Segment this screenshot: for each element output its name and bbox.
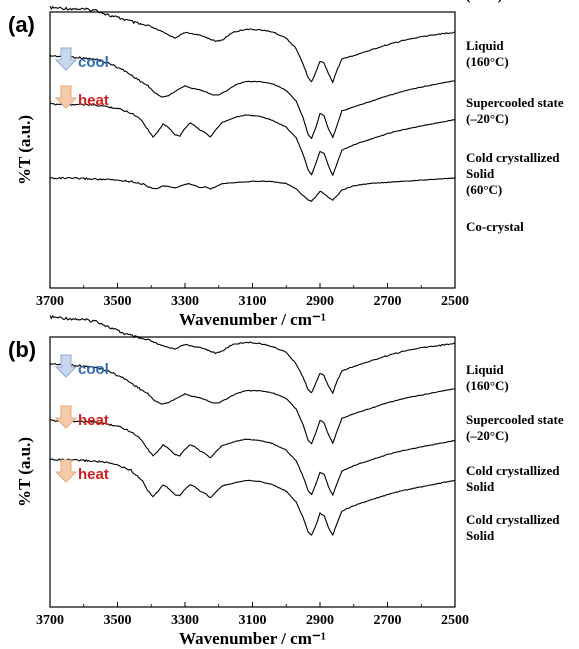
series-legend-label: (160°C)	[466, 54, 509, 69]
spectrum-line	[49, 5, 455, 84]
x-tick-label: 3500	[104, 613, 132, 628]
annotation-cool: cool	[78, 361, 109, 378]
x-tick-label: 3100	[239, 294, 267, 309]
heat-arrow-icon	[54, 85, 78, 109]
chart-panel-b: (b) 3700 3500 3300 3100 2900 2700 2500 Wavenumbe…	[8, 0, 564, 648]
spectrum-line	[49, 362, 456, 445]
annotation-heat: heat	[78, 92, 109, 109]
series-legend-label: Solid	[466, 166, 495, 181]
heat-arrow-icon	[54, 459, 78, 483]
panel-label: (a)	[8, 12, 35, 37]
annotation-cool: cool	[78, 54, 109, 71]
x-axis-label: Wavenumber / cm⁻¹	[179, 629, 326, 648]
x-tick-label: 3500	[104, 294, 132, 309]
plot-frame	[49, 336, 456, 608]
x-tick-label: 3700	[36, 613, 64, 628]
series-legend-label: Solid	[466, 479, 495, 494]
series-legend-label: (160°C)	[466, 378, 509, 393]
x-tick-label: 3700	[36, 294, 64, 309]
x-tick-label: 2700	[374, 294, 402, 309]
series-legend-label: (80°C)	[466, 0, 502, 3]
series-legend-label: Solid	[466, 528, 495, 543]
x-tick-label: 2700	[374, 613, 402, 628]
chart-panel-a: (a) 3700 3500 3300 3100 2900 2700 2500 Wavenumbe…	[8, 5, 564, 329]
spectrum-line	[49, 176, 456, 203]
series-legend-label: (60°C)	[466, 182, 502, 197]
spectrum-line	[49, 54, 456, 140]
heat-arrow-icon	[54, 405, 78, 429]
series-legend-label: (–20°C)	[466, 111, 509, 126]
series-legend-label: Cold crystallized	[466, 463, 560, 478]
x-tick-label: 3100	[239, 613, 267, 628]
series-legend-label: Supercooled state	[466, 95, 564, 110]
y-axis-label: %T (a.u.)	[15, 437, 34, 507]
series-legend-label: Liquid	[466, 38, 504, 53]
x-tick-label: 2900	[306, 613, 334, 628]
series-legend-label: (40°C)	[466, 0, 502, 3]
x-tick-label: 2900	[306, 294, 334, 309]
series-legend-label: Liquid	[466, 362, 504, 377]
series-legend-label: Co-crystal	[466, 219, 524, 234]
plot-frame	[49, 11, 456, 289]
x-tick-label: 3300	[171, 613, 199, 628]
spectrum-line	[49, 315, 456, 395]
annotation-heat: heat	[78, 412, 109, 429]
y-axis-label: %T (a.u.)	[15, 115, 34, 185]
series-legend-label: (–20°C)	[466, 428, 509, 443]
series-legend-label: Supercooled state	[466, 412, 564, 427]
spectrum-line	[49, 458, 456, 537]
x-tick-label: 3300	[171, 294, 199, 309]
series-legend-label: Cold crystallized	[466, 512, 560, 527]
spectrum-line	[49, 102, 456, 177]
x-axis-label: Wavenumber / cm⁻¹	[179, 310, 326, 329]
panel-label: (b)	[8, 337, 36, 362]
x-tick-label: 2500	[441, 613, 469, 628]
annotation-heat: heat	[78, 466, 109, 483]
spectrum-line	[49, 419, 456, 497]
cool-arrow-icon	[54, 354, 78, 378]
cool-arrow-icon	[54, 47, 78, 71]
x-tick-label: 2500	[441, 294, 469, 309]
series-legend-label: Cold crystallized	[466, 150, 560, 165]
